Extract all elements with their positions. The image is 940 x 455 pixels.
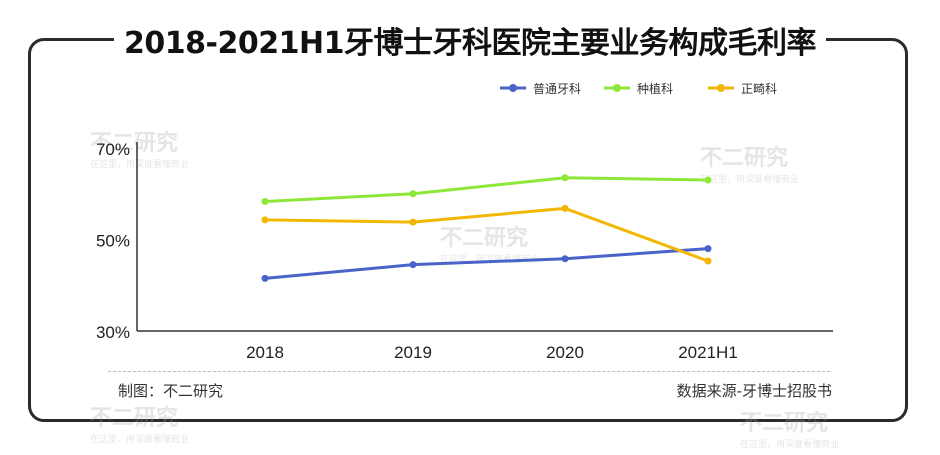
- legend-label: 正畸科: [741, 82, 777, 96]
- chart-title: 2018-2021H1牙博士牙科医院主要业务构成毛利率: [114, 18, 826, 62]
- watermark: 不二研究 在这里，用深度看懂商业: [700, 146, 800, 185]
- watermark: 不二研究 在这里，用深度看懂商业: [90, 131, 190, 170]
- watermark: 不二研究 在这里，用深度看懂商业: [440, 226, 540, 265]
- data-point: [561, 255, 569, 263]
- x-tick-label: 2019: [394, 343, 432, 362]
- legend-marker: [613, 84, 621, 92]
- y-tick-label: 70%: [96, 140, 130, 159]
- legend-label: 普通牙科: [533, 82, 581, 96]
- y-tick-label: 30%: [96, 323, 130, 342]
- data-point: [704, 245, 712, 253]
- data-point: [704, 176, 712, 184]
- legend-label: 种植科: [637, 81, 673, 96]
- chart-credit: 制图：不二研究: [118, 382, 224, 400]
- watermark: 不二研究 在这里，用深度看懂商业: [740, 411, 840, 450]
- series-line: [264, 176, 709, 204]
- series-line: [264, 247, 709, 280]
- data-point: [561, 204, 569, 212]
- x-tick-label: 2021H1: [678, 343, 738, 362]
- data-point: [704, 257, 712, 265]
- data-point: [261, 216, 269, 224]
- x-tick-label: 2020: [546, 343, 584, 362]
- x-tick-label: 2018: [246, 343, 284, 362]
- data-point: [409, 190, 417, 198]
- watermark: 不二研究 在这里，用深度看懂商业: [90, 406, 190, 445]
- data-source: 数据来源-牙博士招股书: [676, 382, 832, 400]
- footer-divider: [108, 371, 830, 372]
- legend-marker: [509, 84, 517, 92]
- data-point: [261, 198, 269, 206]
- y-tick-label: 50%: [96, 232, 130, 251]
- legend-marker: [717, 84, 725, 92]
- data-point: [261, 274, 269, 282]
- series-line: [264, 206, 709, 263]
- data-point: [409, 218, 417, 226]
- data-point: [409, 261, 417, 269]
- data-point: [561, 174, 569, 182]
